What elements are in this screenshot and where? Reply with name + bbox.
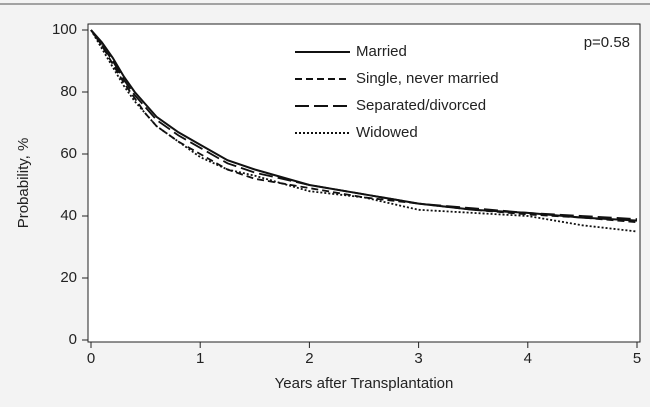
- series-line: [90, 29, 638, 224]
- x-tick-label: 0: [87, 350, 95, 367]
- y-tick-label: 0: [69, 331, 77, 348]
- series-line: [90, 29, 638, 220]
- annotation: p=0.58: [584, 34, 630, 51]
- legend-label: Widowed: [356, 124, 418, 141]
- y-tick-label: 100: [52, 21, 77, 38]
- y-tick-label: 40: [60, 207, 77, 224]
- x-tick-label: 3: [414, 350, 422, 367]
- y-tick-label: 60: [60, 145, 77, 162]
- plot-area: [87, 23, 641, 343]
- series-line: [90, 29, 638, 222]
- x-tick-label: 1: [196, 350, 204, 367]
- x-axis-label: Years after Transplantation: [275, 375, 454, 392]
- x-tick-label: 4: [524, 350, 532, 367]
- y-tick-label: 80: [60, 83, 77, 100]
- series-line: [90, 29, 638, 233]
- y-axis-label: Probability, %: [15, 138, 32, 229]
- x-tick-label: 5: [633, 350, 641, 367]
- legend-label: Married: [356, 43, 407, 60]
- y-tick-label: 20: [60, 269, 77, 286]
- legend-label: Single, never married: [356, 70, 499, 87]
- legend-label: Separated/divorced: [356, 97, 486, 114]
- x-tick-label: 2: [305, 350, 313, 367]
